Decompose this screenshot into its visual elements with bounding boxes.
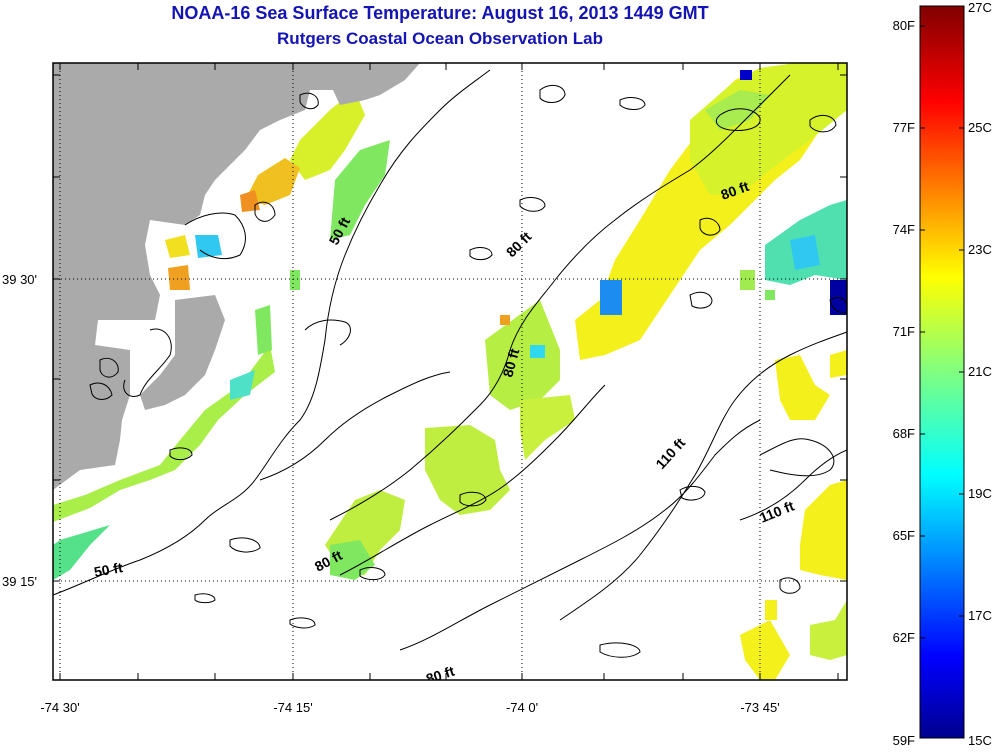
colorbar-f-label: 68F: [893, 426, 915, 441]
colorbar-gradient: [919, 5, 965, 739]
sst-pixels: [53, 63, 847, 680]
colorbar-c-label: 23C: [968, 242, 992, 257]
colorbar-c-label: 15C: [968, 733, 992, 748]
map-frame: [52, 62, 848, 681]
x-tick-label: -74 30': [40, 700, 79, 715]
map-subtitle: Rutgers Coastal Ocean Observation Lab: [277, 29, 603, 48]
y-tick-label: 39 15': [2, 574, 37, 589]
colorbar-f-label: 71F: [893, 324, 915, 339]
axis-labels: -74 30' -74 15' -74 0' -73 45' 39 30' 39…: [2, 272, 780, 715]
colorbar-f-label: 59F: [893, 733, 915, 748]
colorbar: 80F 77F 74F 71F 68F 65F 62F 59F 27C 25C …: [893, 0, 992, 748]
coastline: [89, 92, 319, 400]
colorbar-c-label: 27C: [968, 0, 992, 15]
x-tick-label: -74 15': [273, 700, 312, 715]
tick-marks: [53, 63, 847, 680]
map-area: 50 ft 50 ft 80 ft 80 ft 80 ft 80 ft 80 f…: [53, 63, 847, 680]
map-title: NOAA-16 Sea Surface Temperature: August …: [171, 3, 709, 23]
y-tick-label: 39 30': [2, 272, 37, 287]
land-mask: [53, 63, 420, 490]
contour-label: 80 ft: [499, 347, 522, 379]
colorbar-c-label: 21C: [968, 364, 992, 379]
x-tick-label: -74 0': [506, 700, 538, 715]
contour-label: 50 ft: [93, 559, 124, 580]
graticule: [53, 63, 847, 680]
colorbar-c-label: 17C: [968, 608, 992, 623]
colorbar-f-label: 80F: [893, 18, 915, 33]
colorbar-f-label: 77F: [893, 120, 915, 135]
colorbar-c-label: 25C: [968, 120, 992, 135]
colorbar-f-label: 74F: [893, 222, 915, 237]
colorbar-c-label: 19C: [968, 486, 992, 501]
colorbar-f-label: 62F: [893, 630, 915, 645]
depth-contours: [53, 69, 847, 658]
colorbar-f-label: 65F: [893, 528, 915, 543]
x-tick-label: -73 45': [740, 700, 779, 715]
